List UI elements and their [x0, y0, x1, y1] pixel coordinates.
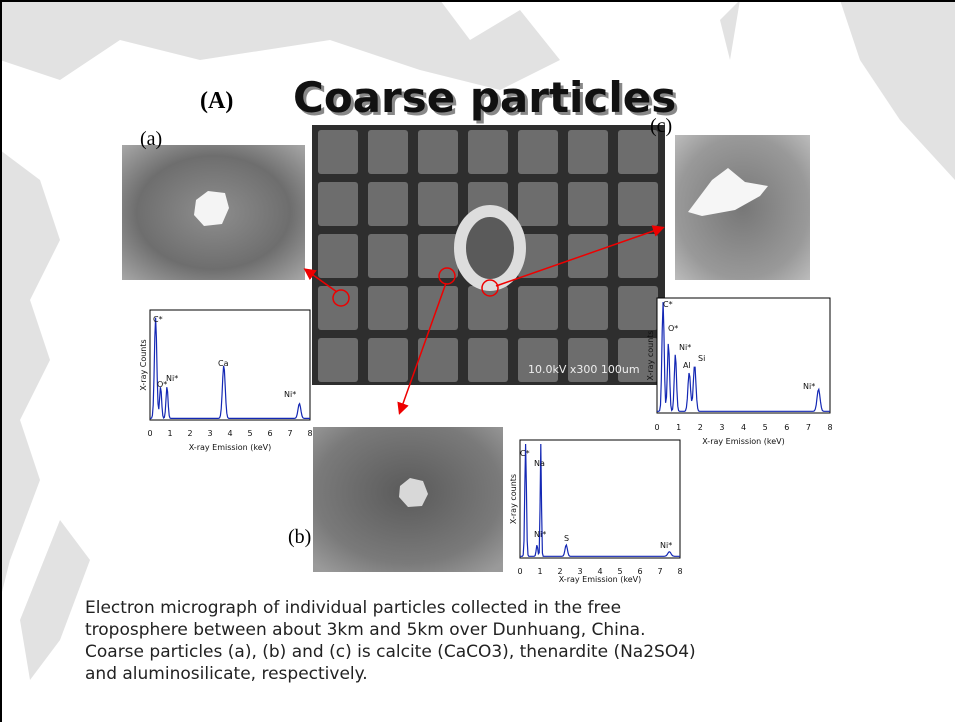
grid-square [568, 130, 608, 174]
grid-square [418, 286, 458, 330]
grid-square [418, 182, 458, 226]
caption-line: and aluminosilicate, respectively. [85, 664, 368, 684]
peak-label: Ni* [660, 541, 672, 550]
x-tick-label: 8 [827, 423, 832, 432]
x-tick-label: 1 [537, 567, 542, 576]
spectrum-frame [150, 310, 310, 420]
x-tick-label: 5 [763, 423, 768, 432]
title: Coarse particles [293, 73, 676, 122]
x-tick-label: 5 [247, 429, 252, 438]
grid-square [368, 234, 408, 278]
x-tick-label: 2 [187, 429, 192, 438]
title-label: (A) [200, 88, 233, 114]
caption-line: Coarse particles (a), (b) and (c) is cal… [85, 642, 696, 662]
spectrum-frame [520, 440, 680, 558]
grid-square [618, 286, 658, 330]
x-tick-label: 3 [719, 423, 724, 432]
peak-label: C* [153, 315, 163, 324]
x-tick-label: 1 [167, 429, 172, 438]
peak-label: Na [534, 459, 545, 468]
x-tick-label: 6 [784, 423, 789, 432]
grid-square [518, 130, 558, 174]
slide: (A) Coarse particles Coarse particles (a… [0, 0, 955, 722]
x-tick-label: 3 [207, 429, 212, 438]
x-tick-label: 4 [227, 429, 232, 438]
x-tick-label: 8 [307, 429, 312, 438]
x-tick-label: 0 [654, 423, 659, 432]
x-tick-label: 1 [676, 423, 681, 432]
grid-square [468, 286, 508, 330]
grid-square [318, 338, 358, 382]
x-tick-label: 7 [657, 567, 662, 576]
x-tick-label: 7 [287, 429, 292, 438]
grid-square [518, 182, 558, 226]
grid-square [418, 130, 458, 174]
grid-square [618, 182, 658, 226]
grid-square [318, 234, 358, 278]
peak-label: Ca [218, 359, 229, 368]
panel-label: (c) [650, 115, 672, 137]
peak-label: C* [663, 300, 673, 309]
panel-label: (b) [288, 526, 311, 548]
x-tick-label: 8 [677, 567, 682, 576]
y-axis-label: X-ray Counts [139, 339, 148, 390]
peak-label: Ni* [534, 530, 546, 539]
grid-square [418, 234, 458, 278]
x-tick-label: 0 [517, 567, 522, 576]
peak-label: Ni* [803, 382, 815, 391]
x-tick-label: 7 [806, 423, 811, 432]
y-axis-label: X-ray counts [509, 474, 518, 524]
peak-label: C* [520, 449, 530, 458]
grid-square [368, 338, 408, 382]
x-tick-label: 0 [147, 429, 152, 438]
grid-square [568, 234, 608, 278]
peak-label: Al [683, 361, 691, 370]
x-tick-label: 4 [741, 423, 746, 432]
x-axis-label: X-ray Emission (keV) [559, 575, 642, 584]
caption-line: Electron micrograph of individual partic… [85, 598, 621, 618]
grid-square [318, 286, 358, 330]
grid-square [468, 338, 508, 382]
x-axis-label: X-ray Emission (keV) [189, 443, 272, 452]
grid-center-ring [460, 211, 520, 285]
caption-line: troposphere between about 3km and 5km ov… [85, 620, 646, 640]
y-axis-label: X-ray counts [646, 330, 655, 380]
peak-label: O* [668, 324, 678, 333]
spectrum-frame [657, 298, 830, 413]
panel-label: (a) [140, 128, 162, 150]
x-axis-label: X-ray Emission (keV) [702, 437, 785, 446]
grid-square [568, 286, 608, 330]
grid-square [318, 182, 358, 226]
grid-square [518, 286, 558, 330]
grid-square [318, 130, 358, 174]
grid-square [368, 182, 408, 226]
scale-bar-text: 10.0kV x300 100um [528, 363, 640, 376]
peak-label: Ni* [679, 343, 691, 352]
peak-label: Si [698, 354, 705, 363]
peak-label: S [564, 534, 569, 543]
x-tick-label: 6 [267, 429, 272, 438]
peak-label: Ni* [284, 390, 296, 399]
x-tick-label: 2 [698, 423, 703, 432]
peak-label: Ni* [166, 374, 178, 383]
grid-square [368, 286, 408, 330]
grid-square [568, 182, 608, 226]
grid-square [368, 130, 408, 174]
grid-square [468, 130, 508, 174]
